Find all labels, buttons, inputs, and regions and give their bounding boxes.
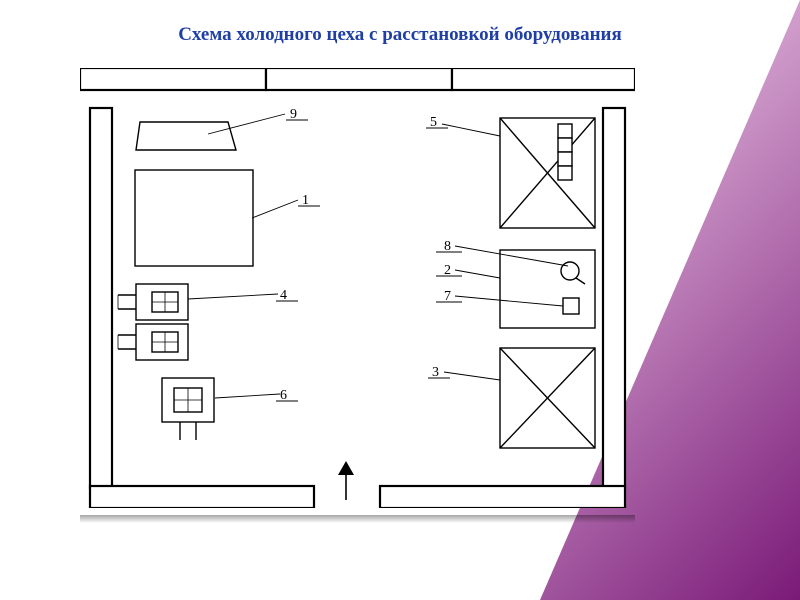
svg-text:2: 2: [444, 263, 451, 278]
svg-text:9: 9: [290, 107, 297, 122]
floor-plan-diagram: 9 1 4 6 5 8 2 7 3: [80, 68, 635, 508]
svg-text:1: 1: [302, 193, 309, 208]
svg-text:4: 4: [280, 288, 287, 303]
svg-text:7: 7: [444, 289, 451, 304]
diagram-shadow: [80, 515, 635, 523]
svg-text:6: 6: [280, 388, 287, 403]
svg-text:5: 5: [430, 115, 437, 130]
svg-text:8: 8: [444, 239, 451, 254]
svg-text:3: 3: [432, 365, 439, 380]
slide: Схема холодного цеха с расстановкой обор…: [0, 0, 800, 600]
page-title: Схема холодного цеха с расстановкой обор…: [80, 24, 720, 46]
